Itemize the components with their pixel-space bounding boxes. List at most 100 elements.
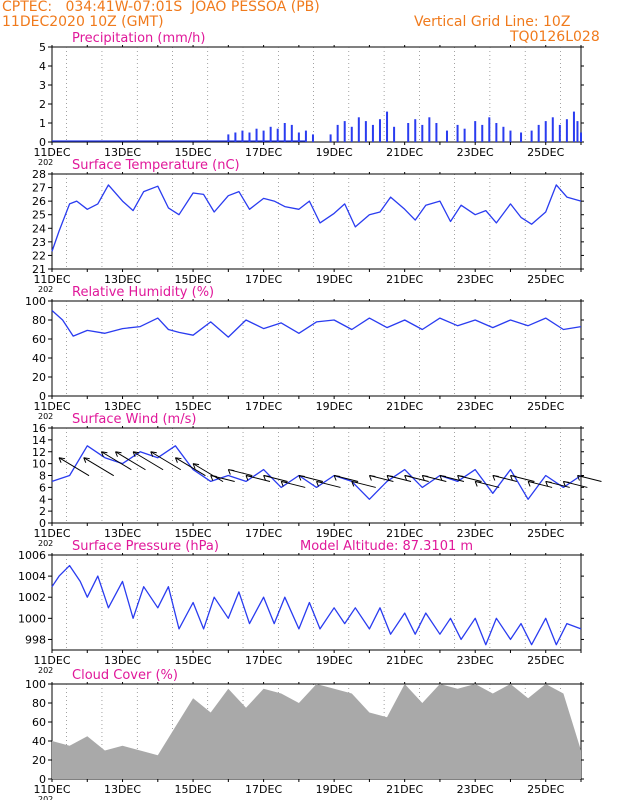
humidity-frame	[51, 300, 582, 397]
wind-arrow-head	[351, 480, 358, 487]
chart-header: CPTEC: 034:41W-07:01S JOAO PESSOA (PB) 1…	[0, 0, 618, 48]
humidity-xtick-label: 25DEC	[527, 400, 564, 413]
precip-bar	[520, 132, 523, 142]
precip-bar	[241, 130, 244, 142]
wind-arrow-head	[333, 475, 341, 481]
wind-xtick-label: 25DEC	[527, 527, 564, 540]
wind-arrow	[192, 463, 224, 483]
precip-bar	[304, 130, 307, 142]
cloud-area	[52, 684, 581, 779]
cloud-ytick-label: 0	[39, 773, 46, 786]
temperature-xtick-label: 13DEC	[104, 273, 141, 286]
precip-bar	[311, 134, 314, 142]
wind-xtick-label: 11DEC	[33, 527, 70, 540]
wind-arrow-head	[280, 480, 288, 487]
cloud-xtick-label: 25DEC	[527, 783, 564, 796]
wind-arrow-head	[227, 469, 235, 475]
precip-bar	[537, 124, 540, 142]
pressure-series-line	[51, 564, 582, 646]
precip-bar	[474, 121, 477, 142]
temperature-title: Surface Temperature (nC)	[72, 158, 240, 173]
precip-bar	[371, 124, 374, 142]
cloud-xtick-label: 17DEC	[245, 783, 282, 796]
pressure-ytick-label: 1006	[18, 549, 46, 562]
humidity-title: Relative Humidity (%)	[72, 285, 214, 300]
wind-ytick-label: 10	[32, 458, 46, 471]
precip-bar	[329, 134, 332, 142]
temperature-ytick-label: 22	[32, 249, 46, 262]
wind-xtick-label: 17DEC	[245, 527, 282, 540]
wind-arrow-head	[100, 451, 108, 457]
humidity-xtick-label: 23DEC	[457, 400, 494, 413]
humidity-xtick-label: 19DEC	[316, 400, 353, 413]
precip-xtick-label: 11DEC	[33, 146, 70, 159]
precip-ytick-label: 1	[39, 117, 46, 130]
precip-bar	[421, 124, 424, 142]
temperature-xtick-label: 23DEC	[457, 273, 494, 286]
precip-bar	[551, 117, 554, 142]
cloud-panel: 0 20 40 60 80 100 11DEC 13DEC 15DEC 17DEC 19DEC 21D…	[25, 668, 584, 800]
wind-xtick-label: 15DEC	[175, 527, 212, 540]
wind-arrow	[150, 451, 182, 471]
precip-xtick-label: 21DEC	[386, 146, 423, 159]
pressure-xtick-label: 21DEC	[386, 654, 423, 667]
humidity-xtick-label: 13DEC	[104, 400, 141, 413]
wind-arrow-head	[474, 480, 482, 487]
temperature-ytick-label: 24	[32, 222, 46, 235]
wind-ytick-label: 2	[39, 505, 46, 518]
temperature-ytick-label: 26	[32, 195, 46, 208]
wind-arrow-head	[83, 457, 90, 463]
wind-arrow-head	[492, 475, 499, 481]
wind-arrow	[115, 451, 146, 471]
precip-bar	[558, 124, 561, 142]
cloud-xtick-label: 19DEC	[316, 783, 353, 796]
precip-xtick-label: 23DEC	[457, 146, 494, 159]
precip-bar	[456, 124, 459, 142]
wind-xtick-label: 19DEC	[316, 527, 353, 540]
precip-bar	[386, 111, 389, 142]
precip-bar	[509, 130, 512, 142]
precip-bar	[495, 123, 498, 142]
wind-arrow	[101, 451, 132, 471]
wind-ytick-label: 0	[39, 517, 46, 530]
pressure-xtick-label: 11DEC	[33, 654, 70, 667]
cloud-ytick-label: 40	[32, 735, 46, 748]
wind-arrow-head	[210, 475, 217, 481]
humidity-ytick-label: 100	[25, 295, 46, 308]
precip-bar	[283, 123, 286, 142]
precip-panel: 0 1 2 3 4 5 11DEC 13DEC 15DEC 17DEC 19DEC 21DEC 23DE…	[33, 31, 584, 167]
humidity-ytick-label: 20	[32, 371, 46, 384]
wind-arrow-head	[316, 480, 323, 487]
wind-arrow-head	[439, 475, 447, 481]
pressure-xtick-label: 13DEC	[104, 654, 141, 667]
temperature-ytick-label: 23	[32, 236, 46, 249]
model-code: TQ0126L028	[510, 29, 600, 45]
cloud-ytick-label: 100	[25, 678, 46, 691]
humidity-xtick-label: 17DEC	[245, 400, 282, 413]
humidity-panel: 0 20 40 60 80 100 11DEC 13DEC 15DEC 17DEC 19DEC 21D…	[25, 285, 584, 421]
wind-ytick-label: 14	[32, 434, 46, 447]
station-info: CPTEC: 034:41W-07:01S JOAO PESSOA (PB)	[2, 0, 320, 15]
temperature-ytick-label: 21	[32, 263, 46, 276]
precip-xtick-label: 25DEC	[527, 146, 564, 159]
wind-arrows	[58, 451, 602, 488]
pressure-panel: 998 1000 1002 1004 1006 11DEC 13DEC 15DEC 17DEC 1…	[18, 539, 584, 675]
precip-xtick-label: 19DEC	[316, 146, 353, 159]
wind-arrow-head	[115, 451, 122, 457]
wind-arrow-head	[386, 475, 394, 481]
temperature-xtick-label: 21DEC	[386, 273, 423, 286]
cloud-year-fragment: 202	[38, 795, 53, 800]
wind-arrow	[175, 457, 206, 477]
precip-bar	[364, 121, 367, 142]
precip-bar	[276, 128, 279, 142]
precip-bar	[234, 132, 237, 142]
temperature-xtick-label: 17DEC	[245, 273, 282, 286]
precip-bar	[481, 124, 484, 142]
wind-ytick-label: 12	[32, 446, 46, 459]
precip-bar	[576, 121, 579, 142]
precip-bar	[544, 121, 547, 142]
wind-arrow-head	[132, 451, 140, 457]
cloud-xtick-label: 15DEC	[175, 783, 212, 796]
pressure-ytick-label: 1000	[18, 612, 46, 625]
